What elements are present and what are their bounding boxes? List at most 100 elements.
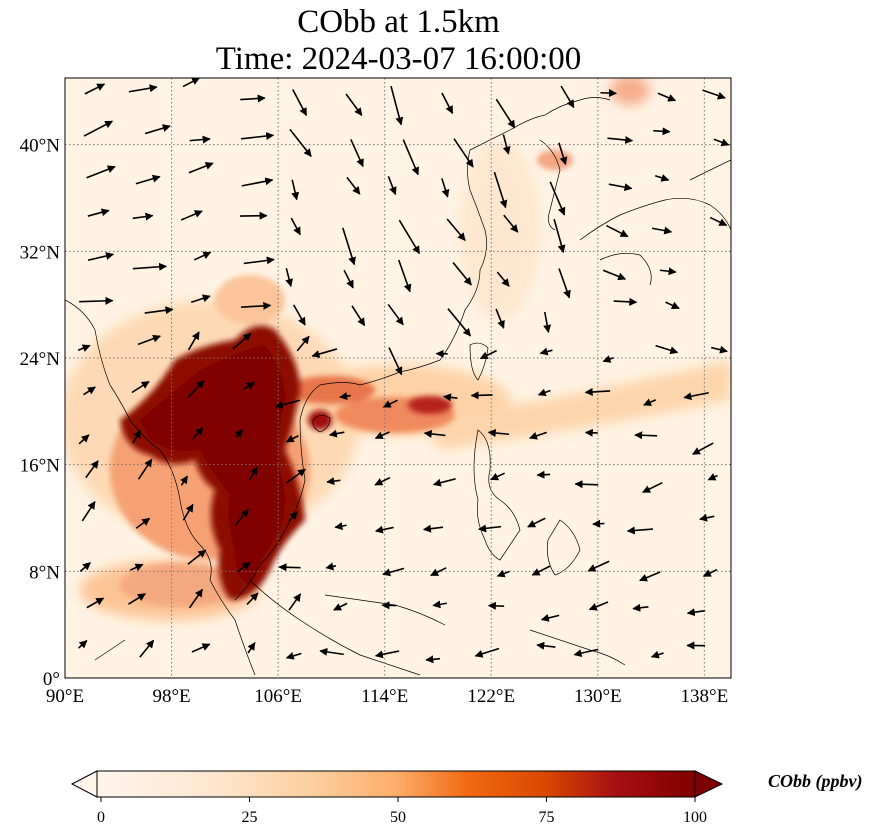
wind-arrow	[278, 563, 301, 572]
wind-arrow	[496, 569, 510, 578]
wind-arrow	[707, 473, 718, 481]
wind-arrow	[234, 429, 244, 438]
wind-arrow	[86, 597, 105, 609]
wind-arrow	[441, 178, 450, 198]
wind-arrow	[137, 334, 161, 346]
longitude-tick-label: 98°E	[152, 686, 190, 707]
wind-arrow	[350, 139, 364, 168]
wind-arrow	[129, 563, 144, 572]
wind-arrow	[543, 311, 552, 334]
wind-arrow	[654, 174, 670, 182]
wind-arrow	[135, 174, 161, 185]
wind-arrow	[496, 271, 510, 287]
wind-arrow	[423, 429, 446, 438]
latitude-labels: 0° 8°N 16°N 24°N 32°N 40°N	[20, 136, 61, 690]
wind-arrow	[187, 331, 200, 351]
wind-arrow	[470, 391, 493, 400]
wind-arrow	[319, 647, 344, 656]
latitude-tick-label: 0°	[43, 669, 60, 690]
wind-arrow	[632, 603, 649, 612]
wind-arrow	[553, 218, 566, 254]
wind-arrow	[180, 210, 203, 221]
wind-arrow	[188, 162, 214, 174]
wind-arrow	[180, 475, 189, 486]
longitude-tick-label: 90°E	[46, 686, 84, 707]
wind-arrow	[285, 652, 302, 660]
wind-arrow	[192, 426, 204, 440]
wind-arrow	[529, 431, 547, 440]
wind-arrow	[86, 165, 116, 179]
wind-arrow	[374, 431, 390, 439]
latitude-tick-label: 40°N	[20, 136, 61, 157]
wind-arrow	[430, 567, 447, 577]
wind-arrow	[87, 208, 110, 217]
wind-arrow	[326, 477, 341, 486]
wind-arrow	[144, 124, 171, 135]
wind-arrow	[187, 549, 207, 565]
wind-arrow	[702, 89, 726, 100]
wind-arrow	[346, 176, 361, 195]
wind-arrow	[382, 567, 405, 577]
wind-arrow	[351, 305, 366, 327]
colorbar-tick-label: 100	[683, 809, 707, 826]
wind-arrow	[608, 183, 633, 192]
wind-arrow	[422, 524, 444, 533]
wind-arrow	[79, 296, 114, 305]
wind-arrow	[441, 92, 454, 115]
wind-arrow	[296, 335, 310, 352]
wind-arrow	[285, 434, 299, 443]
wind-arrow	[605, 224, 629, 238]
wind-arrow	[709, 216, 728, 226]
wind-arrow	[290, 217, 301, 236]
wind-arrow	[87, 252, 114, 261]
latitude-tick-label: 32°N	[20, 242, 61, 263]
wind-arrow	[702, 568, 718, 577]
wind-arrow	[333, 602, 348, 611]
wind-arrow	[531, 565, 551, 576]
wind-arrow	[374, 476, 391, 486]
wind-arrow	[634, 431, 658, 440]
wind-arrow	[432, 478, 456, 487]
wind-arrow	[474, 647, 500, 658]
wind-arrow	[600, 89, 618, 98]
wind-arrow	[334, 522, 347, 530]
wind-arrow	[84, 83, 106, 95]
wind-arrow	[536, 641, 556, 650]
wind-arrow	[388, 347, 403, 376]
wind-arrow	[713, 138, 730, 147]
wind-arrow	[292, 304, 306, 326]
wind-arrow	[248, 466, 259, 481]
wind-arrow	[292, 89, 308, 117]
wind-arrow	[187, 380, 205, 398]
wind-arrow	[495, 308, 505, 329]
wind-arrow	[285, 267, 294, 288]
longitude-tick-label: 122°E	[467, 686, 515, 707]
wind-arrow	[493, 171, 508, 209]
wind-arrow	[502, 134, 511, 155]
wind-arrow	[657, 92, 677, 102]
wind-arrow	[549, 181, 566, 216]
wind-arrow	[479, 349, 497, 360]
wind-arrow	[487, 601, 505, 610]
wind-arrow	[77, 640, 88, 649]
colorbar-tick-label: 75	[539, 809, 555, 826]
wind-arrow	[539, 347, 553, 356]
wind-arrow	[182, 503, 194, 521]
wind-arrow	[132, 429, 142, 444]
wind-arrow	[241, 177, 274, 187]
wind-arrow	[188, 588, 204, 609]
colorbar: 0 25 50 75 100 CObb (ppbv)	[70, 770, 862, 826]
wind-arrow	[137, 458, 153, 480]
wind-arrow	[587, 560, 610, 572]
wind-arrow	[81, 501, 96, 522]
wind-arrow	[711, 345, 728, 354]
wind-arrow	[453, 138, 474, 168]
wind-arrow	[398, 219, 421, 255]
wind-arrow	[659, 267, 677, 276]
wind-arrow	[289, 128, 312, 157]
wind-arrow	[78, 434, 90, 445]
wind-arrow	[653, 127, 671, 136]
latitude-tick-label: 8°N	[29, 562, 60, 583]
wind-arrow	[243, 381, 255, 390]
